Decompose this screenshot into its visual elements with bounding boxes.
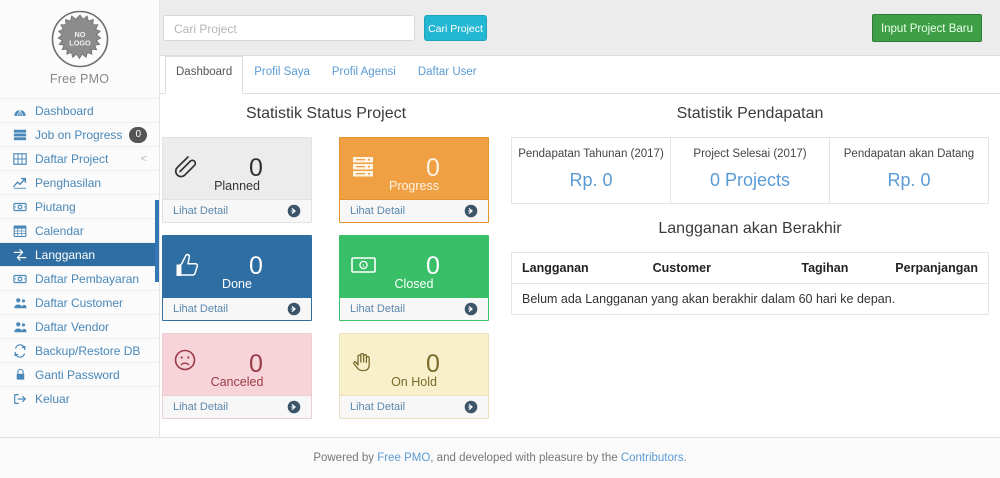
svg-text:LOGO: LOGO bbox=[69, 39, 91, 48]
svg-text:1: 1 bbox=[362, 263, 365, 268]
